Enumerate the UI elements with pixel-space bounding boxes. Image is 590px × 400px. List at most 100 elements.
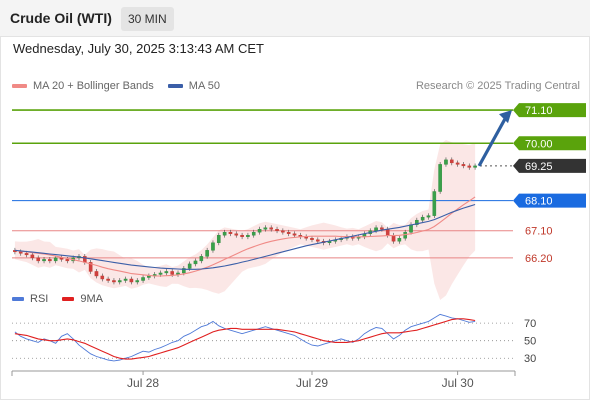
legend-ma20: MA 20 + Bollinger Bands [12,80,154,92]
rsi-swatch-icon [12,297,24,301]
chart-datetime: Wednesday, July 30, 2025 3:13:43 AM CET [13,41,264,56]
candle-body [310,238,314,240]
candle-body [135,280,140,283]
candle-body [281,230,285,233]
candle-body [228,232,233,234]
candle-body [449,159,454,164]
candle-body [380,227,384,230]
candle-body [234,233,239,236]
ma50-swatch-icon [167,84,183,88]
candle-body [438,164,442,192]
legend-rsi: RSI [12,293,48,305]
level-label-target: 70.00 [525,138,553,150]
level-tag-last [513,158,586,173]
candle-body [374,227,378,231]
candle-body [205,250,209,257]
candle-body [88,262,93,272]
candle-body [123,278,128,281]
candle-body [158,272,163,275]
legend-ma9-label: 9MA [80,293,103,305]
candle-body [129,278,134,283]
candle-body [106,278,110,281]
bollinger-band [14,140,476,300]
candle-body [420,216,425,221]
legend-ma50: MA 50 [167,80,220,92]
candle-body [409,224,413,233]
candle-body [112,280,116,283]
candle-body [444,159,448,165]
level-label-last: 69.25 [525,161,553,173]
legend-ma20-label: MA 20 + Bollinger Bands [33,80,154,92]
candle-body [263,227,268,230]
rsi-tick-label: 50 [524,336,536,348]
candle-body [199,256,204,262]
candle-body [461,164,466,167]
candle-body [257,229,262,233]
chart-header: Crude Oil (WTI) 30 MIN [0,0,590,37]
candle-body [292,233,297,236]
price-legend: MA 20 + Bollinger Bands MA 50 [12,80,234,92]
ma20-line [14,196,476,277]
candle-body [30,254,35,259]
forecast-arrow-head-icon [499,110,512,124]
candle-body [94,271,99,277]
forecast-arrow-shaft [477,116,508,167]
level-label-target: 71.10 [525,105,553,117]
candle-body [193,260,198,265]
candle-body [385,229,390,236]
interval-button[interactable]: 30 MIN [121,7,174,31]
candle-body [187,263,192,269]
credit-text: Research © 2025 Trading Central [415,80,580,92]
candle-body [48,259,52,262]
ma20-swatch-icon [12,84,27,88]
rsi-tick-label: 70 [524,318,536,330]
candle-body [426,215,431,218]
candle-body [455,162,460,165]
candle-body [391,235,396,242]
candle-body [240,235,244,237]
candle-body [53,257,58,262]
level-tag-target [513,136,586,151]
x-tick-label: Jul 30 [442,376,474,390]
ma9-swatch-icon [62,297,75,301]
candle-body [147,275,151,278]
candle-body [59,257,64,260]
candle-body [251,232,256,236]
candle-body [100,275,105,280]
level-tag-pivot [513,193,586,208]
rsi-ma9-line [14,318,476,360]
candle-body [141,277,145,281]
rsi-line [14,313,476,362]
candle-body [18,251,23,254]
candle-body [246,235,250,237]
x-tick-label: Jul 28 [127,376,159,390]
ma50-line [14,203,476,270]
candle-body [316,239,320,242]
candle-body [117,280,122,283]
level-label-pivot: 68.10 [525,196,553,208]
level-label-support: 67.10 [525,226,553,238]
candle-body [170,271,174,275]
instrument-title: Crude Oil (WTI) [10,10,112,26]
candle-body [216,235,221,243]
rsi-tick-label: 30 [524,353,536,365]
legend-ma9: 9MA [62,293,103,305]
candle-body [42,259,46,262]
candle-body [432,191,437,216]
candle-body [415,219,419,225]
candle-body [211,242,215,251]
candle-body [164,271,169,274]
rsi-legend: RSI 9MA [12,293,117,305]
candle-body [182,268,186,274]
candle-body [24,253,29,256]
legend-ma50-label: MA 50 [188,80,220,92]
candle-body [286,232,291,234]
level-label-support: 66.20 [525,253,553,265]
candle-body [65,259,70,262]
candle-body [473,165,477,168]
candle-body [222,232,227,236]
candle-body [36,257,41,262]
candle-body [467,165,472,168]
level-tag-target [513,103,586,118]
candle-body [397,238,402,242]
